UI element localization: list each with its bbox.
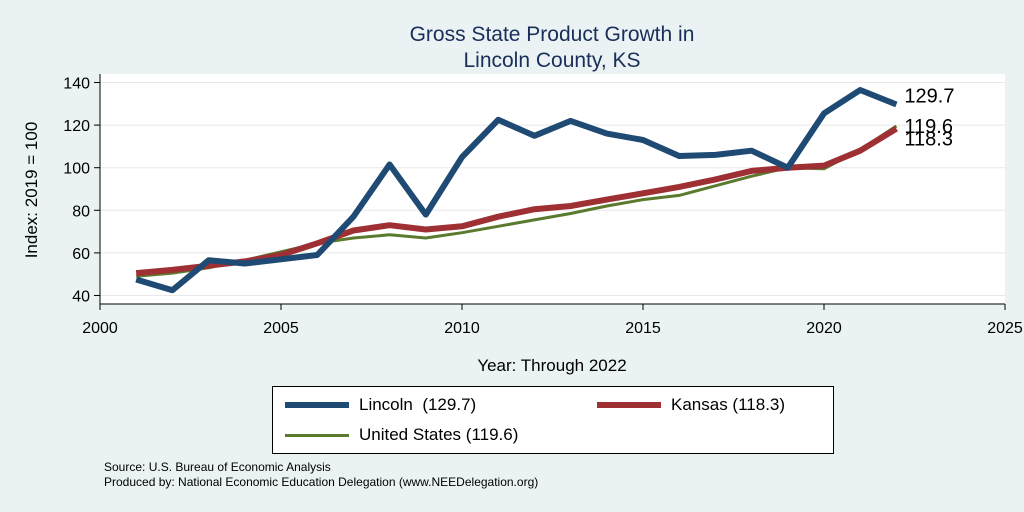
series-line-lincoln (135, 87, 898, 294)
series-layer (135, 87, 898, 294)
plot-area (100, 74, 1005, 304)
axes: 40 60 80 100 120 140 2000 2005 2010 2015 2020 2025 (63, 74, 1023, 337)
legend-label-lincoln: Lincoln (129.7) (359, 395, 477, 414)
y-axis-title: Index: 2019 = 100 (22, 122, 41, 259)
x-tick-label-2000: 2000 (82, 320, 118, 337)
end-label-kansas: 118.3 (904, 129, 953, 151)
legend-label-kansas: Kansas (118.3) (671, 395, 786, 414)
y-tick-label-100: 100 (63, 161, 90, 178)
legend-item-united-states: United States (119.6) (285, 425, 518, 445)
legend-swatch-lincoln (285, 402, 349, 408)
end-label-united-states: 119.6 (904, 116, 953, 138)
x-tick-label-2015: 2015 (625, 320, 661, 337)
y-tick-label-140: 140 (63, 76, 90, 93)
legend-item-kansas: Kansas (118.3) (597, 395, 785, 415)
y-tick-label-120: 120 (63, 118, 90, 135)
x-axis-title: Year: Through 2022 (477, 356, 626, 375)
legend-item-lincoln: Lincoln (129.7) (285, 395, 476, 415)
source-note: Source: U.S. Bureau of Economic Analysis (104, 460, 331, 474)
x-tick-label-2005: 2005 (263, 320, 299, 337)
legend: Lincoln (129.7) Kansas (118.3) United St… (272, 386, 834, 454)
end-label-lincoln: 129.7 (904, 85, 954, 107)
footnotes: Source: U.S. Bureau of Economic Analysis… (104, 460, 538, 490)
produced-by-note: Produced by: National Economic Education… (104, 475, 539, 489)
y-tick-label-60: 60 (72, 246, 90, 263)
chart-title-line-1: Gross State Product Growth in (410, 23, 695, 46)
y-tick-label-80: 80 (72, 203, 90, 220)
x-tick-label-2025: 2025 (987, 320, 1023, 337)
x-tick-label-2010: 2010 (444, 320, 480, 337)
legend-swatch-kansas (597, 402, 661, 408)
legend-label-united-states: United States (119.6) (359, 425, 519, 444)
chart-title-line-2: Lincoln County, KS (463, 49, 640, 72)
y-tick-label-40: 40 (72, 288, 90, 305)
legend-swatch-united-states (285, 433, 349, 437)
x-tick-label-2020: 2020 (806, 320, 842, 337)
series-line-kansas (135, 126, 898, 277)
